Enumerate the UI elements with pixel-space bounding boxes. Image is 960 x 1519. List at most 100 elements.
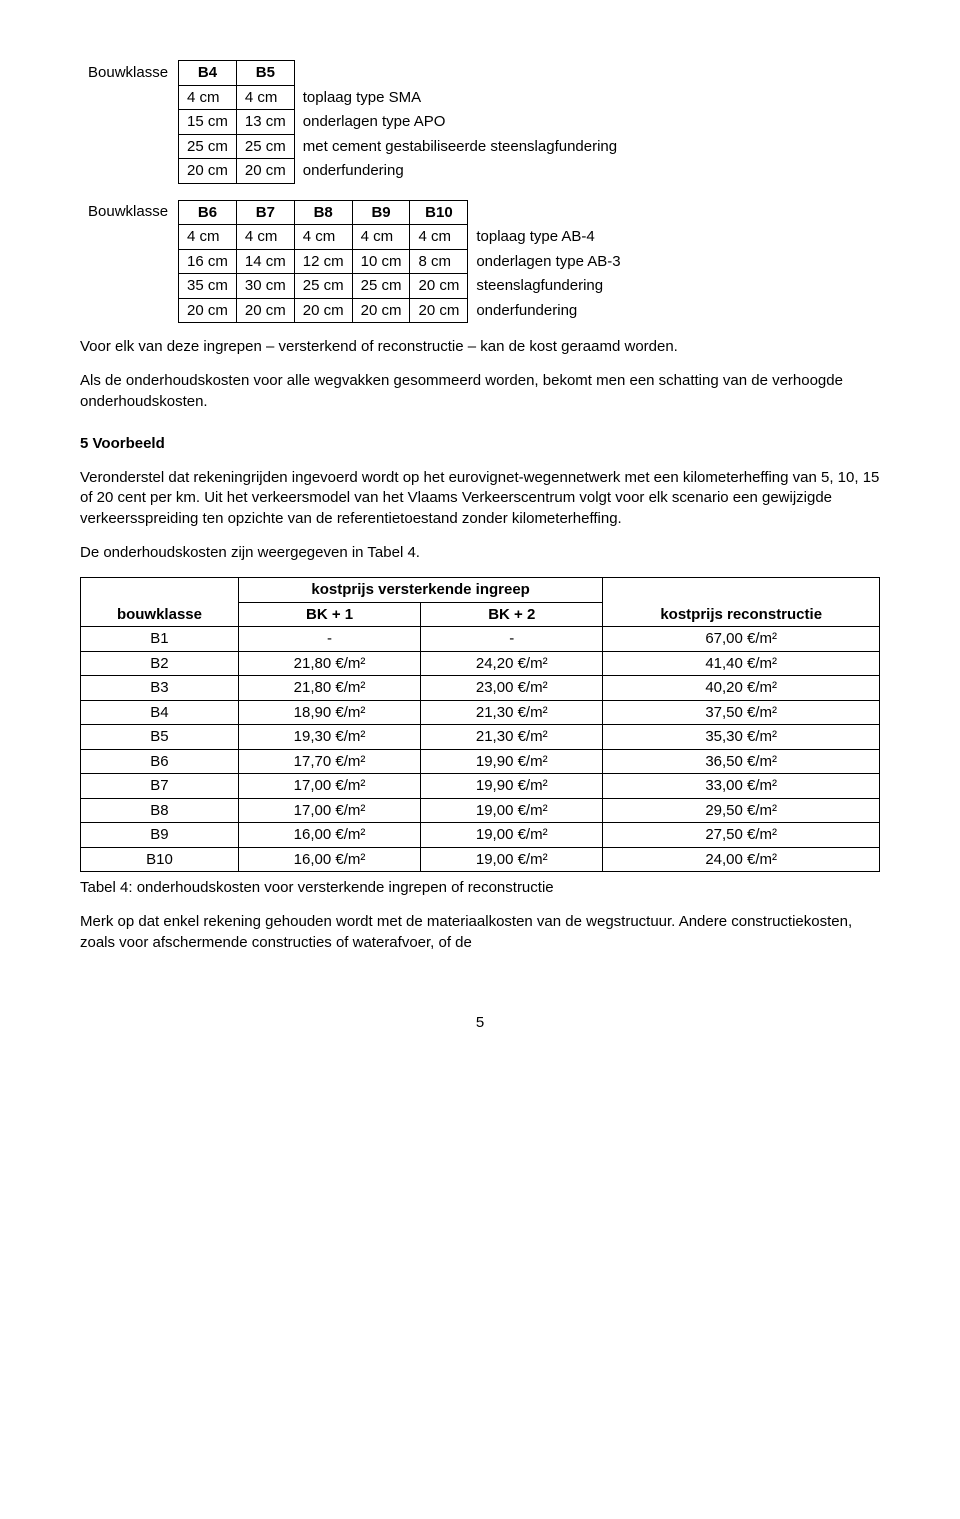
table1-header-b4: B4 xyxy=(179,61,237,86)
table2-header-b6: B6 xyxy=(179,200,237,225)
table2-r0c0: 4 cm xyxy=(179,225,237,250)
table1-spacer xyxy=(80,159,179,184)
cost-table-row: B321,80 €/m²23,00 €/m²40,20 €/m² xyxy=(81,676,880,701)
cost-cell-k: B7 xyxy=(81,774,239,799)
paragraph-2: Als de onderhoudskosten voor alle wegvak… xyxy=(80,371,880,412)
table1-r2c1: 25 cm xyxy=(236,134,294,159)
table1-r2c0: 25 cm xyxy=(179,134,237,159)
table2-spacer xyxy=(80,249,179,274)
cost-cell-bk1: - xyxy=(238,627,420,652)
cost-cell-bk1: 17,70 €/m² xyxy=(238,749,420,774)
table2-r3-desc: onderfundering xyxy=(468,298,631,323)
cost-table-row: B817,00 €/m²19,00 €/m²29,50 €/m² xyxy=(81,798,880,823)
table2-r2c1: 30 cm xyxy=(236,274,294,299)
table2-r2c2: 25 cm xyxy=(294,274,352,299)
cost-cell-k: B6 xyxy=(81,749,239,774)
cost-cell-bk2: 21,30 €/m² xyxy=(421,725,603,750)
table1-r0c1: 4 cm xyxy=(236,85,294,110)
table1-desc-blank xyxy=(294,61,627,86)
table1-spacer xyxy=(80,110,179,135)
table2-r2c4: 20 cm xyxy=(410,274,468,299)
cost-table-row: B418,90 €/m²21,30 €/m²37,50 €/m² xyxy=(81,700,880,725)
cost-cell-k: B8 xyxy=(81,798,239,823)
table1-r1-desc: onderlagen type APO xyxy=(294,110,627,135)
table2-spacer xyxy=(80,298,179,323)
cost-cell-rec: 40,20 €/m² xyxy=(603,676,880,701)
cost-table-row: B1016,00 €/m²19,00 €/m²24,00 €/m² xyxy=(81,847,880,872)
table1-r0-desc: toplaag type SMA xyxy=(294,85,627,110)
cost-cell-rec: 27,50 €/m² xyxy=(603,823,880,848)
table1-header-b5: B5 xyxy=(236,61,294,86)
table2-r3c0: 20 cm xyxy=(179,298,237,323)
cost-cell-rec: 24,00 €/m² xyxy=(603,847,880,872)
paragraph-4: De onderhoudskosten zijn weergegeven in … xyxy=(80,543,880,563)
table1-wrap: Bouwklasse B4 B5 4 cm 4 cm toplaag type … xyxy=(80,60,880,184)
table2-header-b7: B7 xyxy=(236,200,294,225)
cost-cell-rec: 35,30 €/m² xyxy=(603,725,880,750)
cost-cell-rec: 67,00 €/m² xyxy=(603,627,880,652)
cost-table-row: B519,30 €/m²21,30 €/m²35,30 €/m² xyxy=(81,725,880,750)
cost-th-bk1: BK + 1 xyxy=(238,602,420,627)
table2-r0c1: 4 cm xyxy=(236,225,294,250)
table4-caption: Tabel 4: onderhoudskosten voor versterke… xyxy=(80,878,880,898)
cost-cell-bk1: 17,00 €/m² xyxy=(238,798,420,823)
table2-r3c3: 20 cm xyxy=(352,298,410,323)
table1-r1c1: 13 cm xyxy=(236,110,294,135)
page-number: 5 xyxy=(80,1013,880,1033)
cost-cell-bk2: 23,00 €/m² xyxy=(421,676,603,701)
table2-r3c2: 20 cm xyxy=(294,298,352,323)
cost-cell-bk2: 24,20 €/m² xyxy=(421,651,603,676)
cost-th-bouwklasse: bouwklasse xyxy=(81,578,239,627)
cost-cell-bk2: 19,90 €/m² xyxy=(421,774,603,799)
cost-cell-k: B2 xyxy=(81,651,239,676)
table2-r1c4: 8 cm xyxy=(410,249,468,274)
cost-th-reconstructie: kostprijs reconstructie xyxy=(603,578,880,627)
table2-r2-desc: steenslagfundering xyxy=(468,274,631,299)
table1-r3c0: 20 cm xyxy=(179,159,237,184)
cost-table-row: B617,70 €/m²19,90 €/m²36,50 €/m² xyxy=(81,749,880,774)
table2-spacer xyxy=(80,225,179,250)
section-5-title: 5 Voorbeeld xyxy=(80,434,880,454)
table1-spacer xyxy=(80,85,179,110)
paragraph-1: Voor elk van deze ingrepen – versterkend… xyxy=(80,337,880,357)
cost-cell-bk2: 19,00 €/m² xyxy=(421,823,603,848)
table1-r1c0: 15 cm xyxy=(179,110,237,135)
table1: Bouwklasse B4 B5 4 cm 4 cm toplaag type … xyxy=(80,60,627,184)
table1-r3c1: 20 cm xyxy=(236,159,294,184)
table1-r3-desc: onderfundering xyxy=(294,159,627,184)
cost-cell-bk2: - xyxy=(421,627,603,652)
table2-r3c4: 20 cm xyxy=(410,298,468,323)
table1-r2-desc: met cement gestabiliseerde steenslagfund… xyxy=(294,134,627,159)
cost-cell-rec: 41,40 €/m² xyxy=(603,651,880,676)
table2-r0-desc: toplaag type AB-4 xyxy=(468,225,631,250)
table1-spacer xyxy=(80,134,179,159)
cost-cell-bk1: 17,00 €/m² xyxy=(238,774,420,799)
table2-r1-desc: onderlagen type AB-3 xyxy=(468,249,631,274)
cost-cell-k: B4 xyxy=(81,700,239,725)
table2-r1c0: 16 cm xyxy=(179,249,237,274)
cost-cell-bk1: 16,00 €/m² xyxy=(238,823,420,848)
cost-table-row: B1--67,00 €/m² xyxy=(81,627,880,652)
cost-cell-k: B5 xyxy=(81,725,239,750)
cost-table-row: B717,00 €/m²19,90 €/m²33,00 €/m² xyxy=(81,774,880,799)
cost-cell-bk1: 18,90 €/m² xyxy=(238,700,420,725)
table1-r0c0: 4 cm xyxy=(179,85,237,110)
cost-cell-rec: 29,50 €/m² xyxy=(603,798,880,823)
table1-label: Bouwklasse xyxy=(80,61,179,86)
cost-cell-k: B9 xyxy=(81,823,239,848)
cost-cell-k: B3 xyxy=(81,676,239,701)
cost-cell-rec: 33,00 €/m² xyxy=(603,774,880,799)
table2-desc-blank xyxy=(468,200,631,225)
table2-wrap: Bouwklasse B6 B7 B8 B9 B10 4 cm 4 cm 4 c… xyxy=(80,200,880,324)
table2-r2c0: 35 cm xyxy=(179,274,237,299)
table2-r1c2: 12 cm xyxy=(294,249,352,274)
table2-r1c3: 10 cm xyxy=(352,249,410,274)
cost-cell-bk1: 21,80 €/m² xyxy=(238,676,420,701)
table2-r0c3: 4 cm xyxy=(352,225,410,250)
table2: Bouwklasse B6 B7 B8 B9 B10 4 cm 4 cm 4 c… xyxy=(80,200,631,324)
cost-th-versterkende: kostprijs versterkende ingreep xyxy=(238,578,602,603)
cost-cell-bk1: 16,00 €/m² xyxy=(238,847,420,872)
table2-r0c4: 4 cm xyxy=(410,225,468,250)
table2-header-b8: B8 xyxy=(294,200,352,225)
cost-cell-rec: 37,50 €/m² xyxy=(603,700,880,725)
